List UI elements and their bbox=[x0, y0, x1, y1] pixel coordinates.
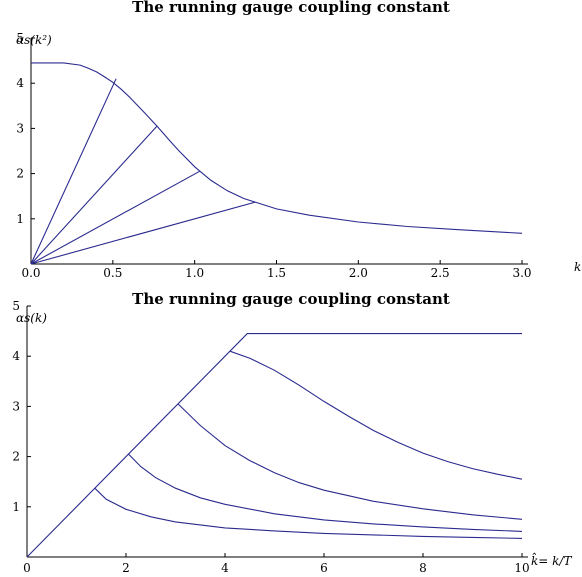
series-line bbox=[30, 125, 158, 265]
x-tick-label: 3.0 bbox=[512, 266, 531, 280]
series-line bbox=[30, 78, 117, 265]
bottom-chart: The running gauge coupling constant αs(k… bbox=[0, 288, 582, 577]
x-tick-label: 0 bbox=[23, 561, 31, 575]
series-line bbox=[26, 333, 522, 558]
top-chart: The running gauge coupling constant αs(k… bbox=[0, 0, 582, 288]
y-tick-label: 2 bbox=[16, 167, 24, 181]
x-tick-label: 10 bbox=[514, 561, 529, 575]
y-axis-label: αs(k) bbox=[16, 311, 47, 325]
plot-area: 0.0 0.5 1.0 1.5 2.0 2.5 3.0 1 2 3 4 5 bbox=[16, 31, 531, 280]
series-line bbox=[94, 487, 523, 539]
y-tick-label: 2 bbox=[12, 450, 20, 464]
x-tick-label: 4 bbox=[221, 561, 229, 575]
x-tick-label: 2.0 bbox=[349, 266, 368, 280]
series-line bbox=[30, 170, 200, 265]
series-line bbox=[31, 62, 523, 234]
x-tick-label: 0.5 bbox=[103, 266, 122, 280]
x-tick-label: 2 bbox=[122, 561, 130, 575]
y-axis-label: αs(k²) bbox=[16, 33, 52, 47]
x-tick-label: 1.0 bbox=[185, 266, 204, 280]
y-tick-label: 3 bbox=[16, 121, 24, 135]
y-tick-label: 3 bbox=[12, 399, 20, 413]
series-line bbox=[229, 350, 523, 480]
series-line bbox=[177, 403, 523, 520]
x-tick-label: 1.5 bbox=[267, 266, 286, 280]
x-tick-label: 2.5 bbox=[431, 266, 450, 280]
series-line bbox=[30, 201, 256, 265]
y-tick-label: 1 bbox=[12, 500, 20, 514]
chart-title: The running gauge coupling constant bbox=[132, 0, 450, 16]
y-tick-label: 5 bbox=[16, 31, 24, 45]
x-tick-label: 8 bbox=[419, 561, 427, 575]
x-tick-label: 6 bbox=[320, 561, 328, 575]
x-axis-label: k bbox=[574, 260, 581, 274]
bottom-chart-svg: The running gauge coupling constant αs(k… bbox=[12, 290, 572, 575]
x-tick-label: 0.0 bbox=[21, 266, 40, 280]
x-axis-label: k̂= k/T bbox=[531, 551, 572, 568]
y-tick-label: 4 bbox=[12, 349, 20, 363]
y-tick-label: 1 bbox=[16, 212, 24, 226]
series-line bbox=[128, 453, 523, 532]
y-tick-label: 4 bbox=[16, 76, 24, 90]
top-chart-svg: The running gauge coupling constant αs(k… bbox=[16, 0, 581, 280]
y-tick-label: 5 bbox=[12, 299, 20, 313]
chart-title: The running gauge coupling constant bbox=[132, 290, 450, 308]
